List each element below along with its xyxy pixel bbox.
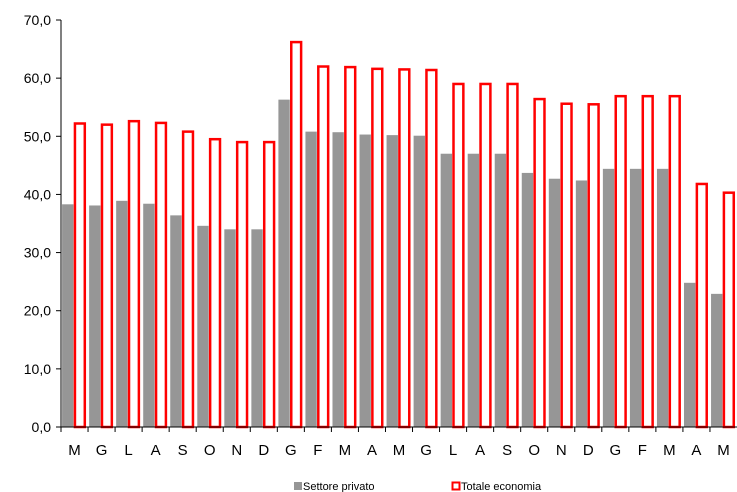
bar-totale-economia [560, 102, 573, 429]
x-tick-label: F [638, 442, 647, 459]
x-tick-label: S [178, 442, 188, 459]
x-tick-label: M [663, 442, 676, 459]
y-tick-label: 60,0 [24, 70, 51, 86]
bar-totale-economia [154, 121, 168, 429]
bar-totale-economia [533, 97, 546, 429]
y-tick-label: 10,0 [24, 361, 51, 377]
bar-settore-privato [413, 135, 425, 427]
bar-settore-privato [332, 132, 344, 428]
legend-swatch-totale-economia [451, 481, 461, 491]
bar-totale-economia [235, 140, 249, 429]
x-tick-label: L [124, 442, 132, 459]
bar-settore-privato [359, 134, 371, 427]
x-tick-label: G [96, 442, 108, 459]
bar-totale-economia [641, 94, 654, 429]
bar-settore-privato [224, 229, 236, 427]
x-tick-label: A [691, 442, 701, 459]
bar-totale-economia [452, 82, 465, 429]
bar-totale-economia [695, 182, 708, 429]
plot-area [62, 40, 736, 429]
bar-settore-privato [170, 215, 182, 427]
bar-totale-economia [479, 82, 492, 429]
bar-totale-economia [73, 122, 87, 429]
bar-settore-privato [116, 200, 128, 427]
bar-totale-economia [208, 137, 222, 429]
bar-totale-economia [425, 68, 438, 429]
bar-settore-privato [711, 293, 723, 427]
x-tick-label: F [313, 442, 322, 459]
x-tick-label: N [556, 442, 567, 459]
bar-totale-economia [506, 82, 519, 429]
bar-totale-economia [262, 140, 276, 429]
x-tick-label: D [258, 442, 269, 459]
bar-totale-economia [290, 40, 303, 429]
x-tick-label: D [583, 442, 594, 459]
x-tick-label: M [717, 442, 730, 459]
bar-settore-privato [278, 99, 290, 428]
bar-totale-economia [344, 65, 357, 429]
bar-settore-privato [656, 168, 669, 428]
legend: Settore privato Totale economia [294, 481, 542, 492]
x-tick-label: M [339, 442, 352, 459]
x-tick-label: A [151, 442, 161, 459]
x-tick-label: O [204, 442, 216, 459]
x-tick-label: S [502, 442, 512, 459]
bar-totale-economia [317, 65, 330, 429]
bar-settore-privato [629, 168, 642, 428]
bar-settore-privato [575, 180, 588, 427]
y-tick-label: 20,0 [24, 303, 51, 319]
bar-totale-economia [127, 119, 141, 429]
bar-settore-privato [62, 204, 74, 427]
y-tick-label: 70,0 [24, 12, 51, 28]
bar-settore-privato [521, 172, 534, 427]
y-tick-label: 50,0 [24, 128, 51, 144]
bar-totale-economia [181, 130, 195, 429]
bar-totale-economia [371, 67, 384, 429]
bar-settore-privato [684, 282, 696, 427]
bar-settore-privato [251, 229, 263, 427]
x-tick-label: A [367, 442, 377, 459]
x-tick-label: O [528, 442, 540, 459]
x-tick-label: N [231, 442, 242, 459]
bar-settore-privato [386, 135, 398, 427]
bar-totale-economia [614, 94, 627, 429]
bar-settore-privato [440, 153, 452, 427]
bar-settore-privato [143, 203, 155, 427]
x-tick-label: G [420, 442, 432, 459]
x-tick-label: M [393, 442, 406, 459]
x-tick-label: L [449, 442, 457, 459]
bar-settore-privato [305, 131, 317, 428]
x-tick-label: M [68, 442, 81, 459]
y-tick-label: 30,0 [24, 245, 51, 261]
legend-label-settore-privato: Settore privato [303, 481, 375, 492]
x-tick-label: G [609, 442, 621, 459]
bar-settore-privato [548, 178, 561, 427]
x-tick-label: G [285, 442, 297, 459]
y-tick-label: 0,0 [32, 419, 52, 435]
bar-totale-economia [587, 103, 600, 429]
bar-settore-privato [602, 168, 615, 428]
x-tick-label: A [475, 442, 485, 459]
bar-totale-economia [398, 68, 411, 429]
bar-totale-economia [100, 123, 114, 429]
bar-settore-privato [89, 205, 101, 427]
legend-swatch-settore-privato [294, 482, 302, 490]
bar-settore-privato [197, 225, 209, 427]
y-tick-label: 40,0 [24, 186, 51, 202]
bar-totale-economia [722, 191, 736, 429]
bar-settore-privato [467, 153, 480, 427]
legend-label-totale-economia: Totale economia [461, 481, 542, 492]
bar-settore-privato [494, 153, 507, 427]
y-axis: 0,0 10,0 20,0 30,0 40,0 50,0 60,0 70,0 [24, 12, 62, 435]
bar-totale-economia [668, 94, 681, 429]
